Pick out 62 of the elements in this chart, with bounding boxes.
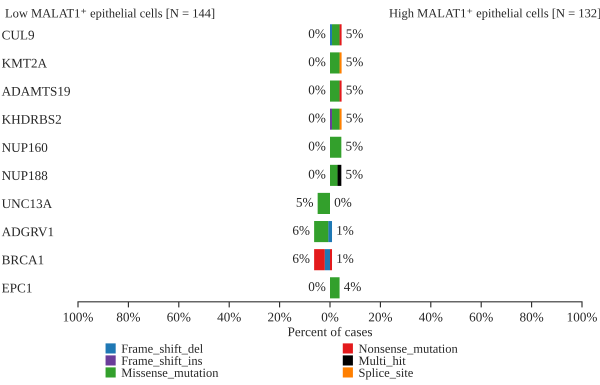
x-tick-label: 0% (322, 312, 338, 322)
annotation: 1% (337, 254, 354, 264)
x-tick-label: 100% (568, 312, 597, 322)
legend-label: Frame_shift_del (122, 344, 203, 354)
x-tick-label: 20% (368, 312, 392, 322)
y-tick-label: ADAMTS19 (2, 86, 70, 96)
chart-subtitle: High MALAT1⁺ epithelial cells [N = 132] (389, 8, 600, 20)
annotation: 5% (346, 114, 363, 123)
bar (332, 24, 340, 46)
annotation: 5% (346, 170, 363, 179)
annotation: 0% (308, 85, 326, 94)
annotation: 0% (308, 282, 326, 292)
annotation: 0% (334, 198, 352, 207)
x-tick-label: 40% (217, 312, 241, 322)
annotation: 6% (292, 226, 310, 235)
chart-title: Low MALAT1⁺ epithelial cells [N = 144] (5, 8, 214, 20)
annotation: 5% (346, 57, 363, 66)
annotation: 0% (308, 29, 326, 38)
annotation: 1% (337, 226, 354, 235)
y-tick-label: KHDRBS2 (2, 115, 62, 124)
bar (330, 52, 340, 74)
x-tick-label: 60% (470, 312, 493, 322)
legend-label: Frame_shift_ins (122, 356, 202, 366)
annotation: 0% (308, 57, 326, 66)
bar (332, 108, 340, 130)
bar (330, 277, 340, 298)
x-tick-label: 60% (167, 312, 190, 322)
x-tick-label: 100% (64, 312, 93, 322)
legend-label: Nonsense_mutation (358, 344, 458, 354)
bar (330, 136, 342, 158)
y-tick-label: CUL9 (2, 30, 34, 40)
bar (338, 164, 342, 186)
bar (330, 80, 340, 102)
x-tick-label: 80% (520, 312, 544, 322)
y-tick-label: EPC1 (2, 284, 32, 292)
x-tick-label: 80% (116, 312, 140, 322)
legend-label: Missense_mutation (122, 368, 218, 378)
y-tick-label: NUP188 (2, 171, 48, 180)
legend-label: Splice_site (359, 368, 413, 380)
annotation: 5% (346, 85, 363, 94)
annotation: 4% (344, 282, 361, 292)
bar (314, 221, 328, 242)
annotation: 0% (308, 170, 326, 179)
annotation: 5% (346, 142, 363, 151)
bar (314, 249, 325, 270)
bar (324, 249, 330, 270)
annotation: 6% (292, 254, 310, 264)
x-tick-label: 20% (268, 312, 292, 322)
y-tick-label: BRCA1 (2, 256, 44, 264)
y-tick-label: UNC13A (2, 199, 52, 208)
y-tick-label: ADGRV1 (2, 227, 54, 236)
annotation: 5% (346, 29, 363, 38)
annotation: 5% (296, 198, 314, 207)
bar (330, 164, 338, 186)
x-tick-label: 40% (418, 312, 442, 322)
annotation: 0% (308, 142, 326, 151)
bar (318, 192, 330, 214)
annotation: 0% (308, 114, 326, 123)
y-tick-label: NUP160 (2, 143, 48, 152)
legend-label: Multi_hit (358, 356, 406, 366)
y-tick-label: KMT2A (2, 58, 47, 68)
x-axis-title: Percent of cases (288, 326, 372, 336)
